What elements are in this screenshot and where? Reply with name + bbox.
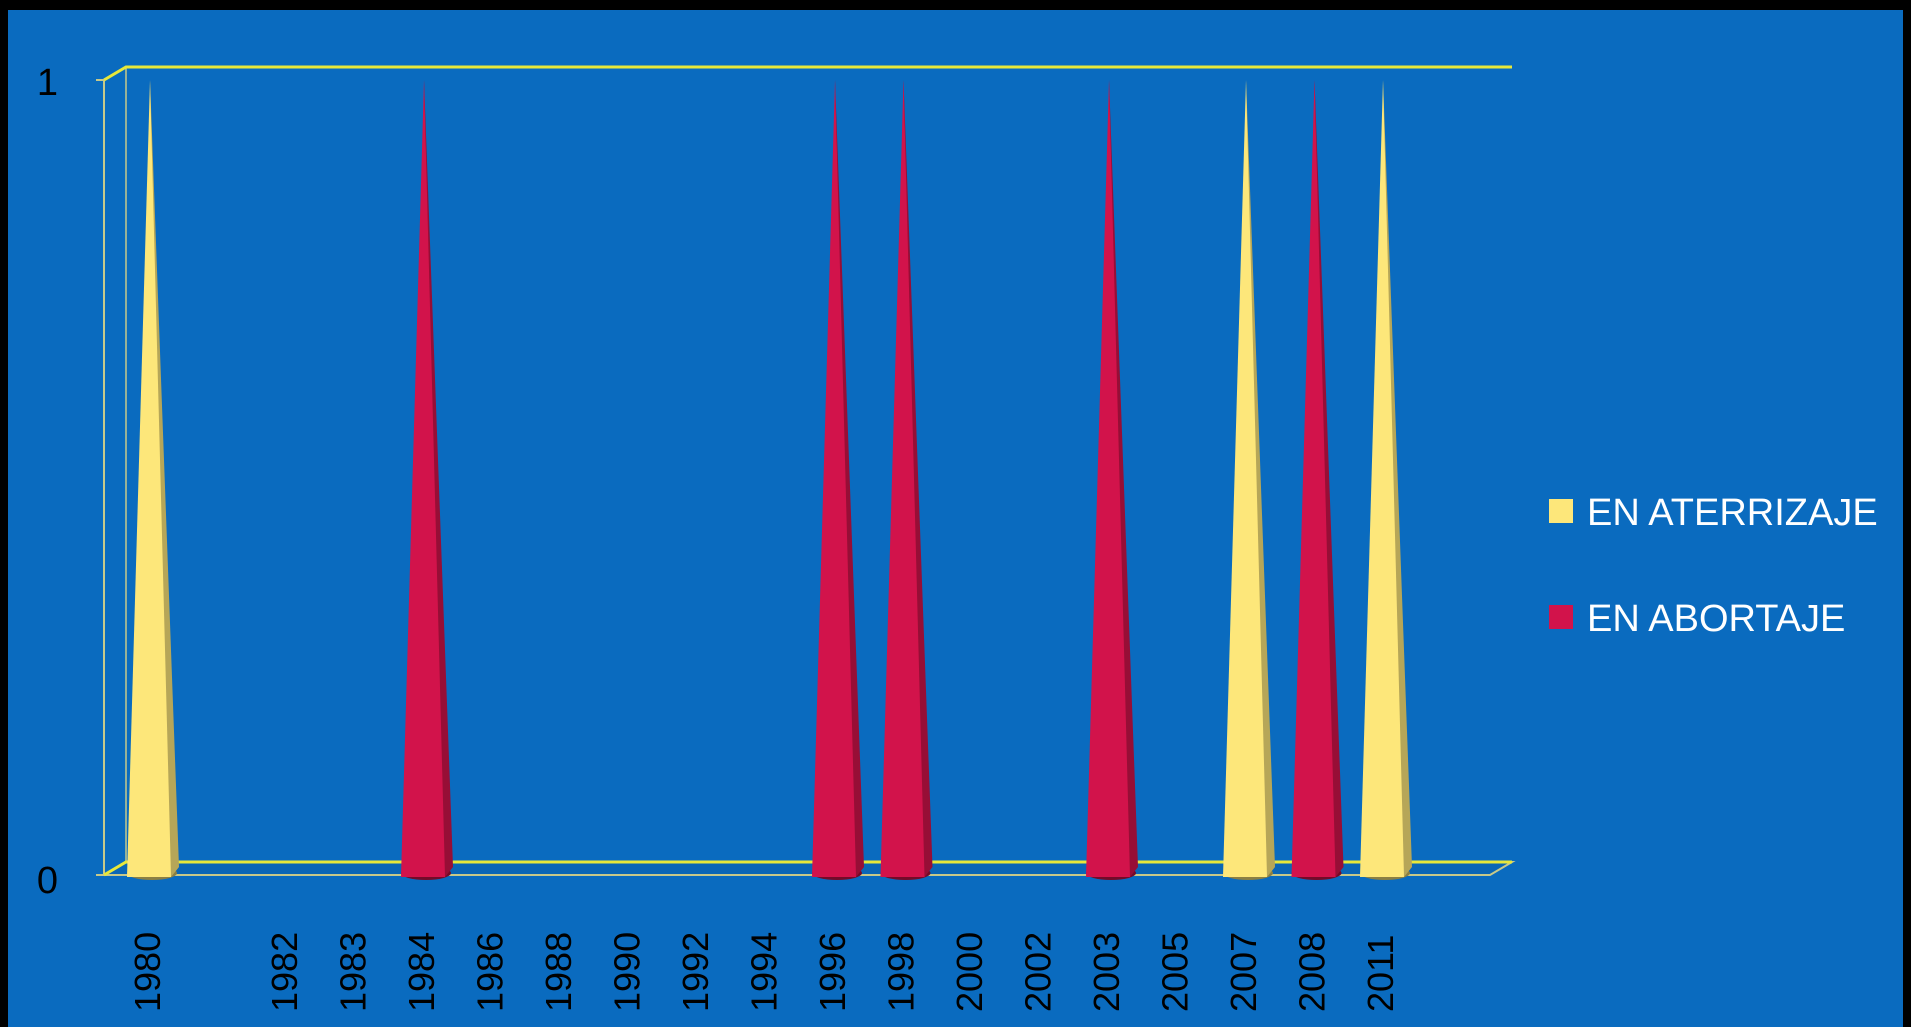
x-tick-label: 1996 xyxy=(812,932,853,1012)
chart-walls xyxy=(96,65,1516,877)
cone-abortaje-2003 xyxy=(1086,80,1138,880)
cone-face xyxy=(401,80,445,877)
x-tick-label: 1998 xyxy=(881,932,922,1012)
legend-item-abortaje: EN ABORTAJE xyxy=(1549,598,1845,640)
cone-abortaje-2008 xyxy=(1291,80,1344,880)
x-tick-label: 2005 xyxy=(1155,932,1196,1012)
x-tick-label: 1988 xyxy=(538,932,579,1012)
chart-panel xyxy=(8,10,1903,1027)
x-tick-label: 1980 xyxy=(127,932,168,1012)
cone-abortaje-1998 xyxy=(880,80,933,880)
cone-aterrizaje-2011 xyxy=(1360,80,1412,880)
x-tick-label: 1982 xyxy=(264,932,305,1012)
y-axis-ticks: 1 0 xyxy=(37,62,58,902)
x-tick-label: 2003 xyxy=(1086,932,1127,1012)
cone-series-group xyxy=(127,80,1412,880)
cone-abortaje-1996 xyxy=(812,80,864,880)
x-tick-label: 2011 xyxy=(1360,935,1401,1012)
legend-label: EN ATERRIZAJE xyxy=(1587,492,1878,534)
x-tick-label: 2008 xyxy=(1292,932,1333,1012)
y-tick-label: 1 xyxy=(37,62,58,104)
y-tick-label: 0 xyxy=(37,860,58,902)
x-tick-label: 1990 xyxy=(607,932,648,1012)
cone-face xyxy=(1086,80,1130,877)
x-axis-ticks: 1980 1982 1983 1984 1986 1988 1990 1992 1994 1996… xyxy=(127,932,1401,1012)
x-tick-label: 1994 xyxy=(744,932,785,1012)
legend: EN ATERRIZAJE EN ABORTAJE xyxy=(1549,492,1878,640)
cone-face xyxy=(1223,80,1267,877)
cone-face xyxy=(127,80,171,877)
x-tick-label: 1983 xyxy=(333,932,374,1012)
cone-abortaje-1984 xyxy=(401,80,453,880)
gridline-max xyxy=(103,65,1512,82)
legend-item-aterrizaje: EN ATERRIZAJE xyxy=(1549,492,1878,534)
cone-face xyxy=(880,80,925,877)
legend-swatch xyxy=(1549,499,1573,523)
cone-face xyxy=(1291,80,1336,877)
x-tick-label: 2002 xyxy=(1018,932,1059,1012)
x-tick-label: 1984 xyxy=(401,932,442,1012)
x-tick-label: 2007 xyxy=(1223,932,1264,1012)
x-tick-label: 1986 xyxy=(470,932,511,1012)
legend-swatch xyxy=(1549,605,1573,629)
cone-aterrizaje-1980 xyxy=(127,80,179,880)
cone-aterrizaje-2007 xyxy=(1223,80,1275,880)
x-tick-label: 1992 xyxy=(675,932,716,1012)
cone-face xyxy=(1360,80,1404,877)
gridline-min xyxy=(103,860,1512,877)
cone-face xyxy=(812,80,856,877)
legend-label: EN ABORTAJE xyxy=(1587,598,1845,640)
x-tick-label: 2000 xyxy=(949,932,990,1012)
